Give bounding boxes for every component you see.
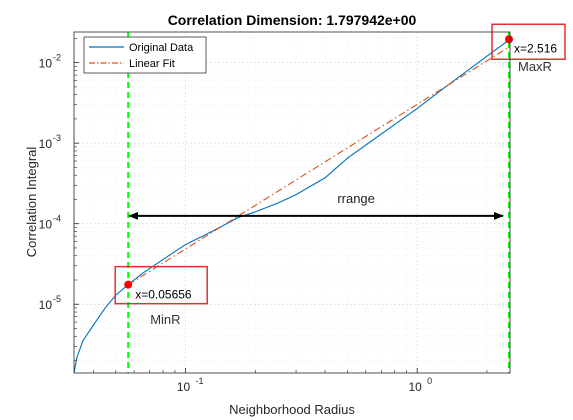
y-tick-label: 10	[39, 57, 53, 71]
plot-area	[74, 32, 510, 373]
x-tick-exponent: 0	[427, 376, 432, 386]
y-tick-exponent: -2	[53, 53, 61, 63]
maxr-annotation-text: x=2.516	[514, 41, 557, 55]
maxr-marker	[505, 35, 513, 44]
y-axis-label: Correlation Integral	[24, 147, 39, 258]
y-tick-label: 10	[39, 298, 53, 312]
x-tick-label: 10	[408, 380, 422, 394]
linear-fit-line	[127, 45, 510, 286]
axes-frame	[73, 31, 511, 374]
minr-marker	[124, 280, 133, 289]
legend-original-label: Original Data	[129, 42, 194, 54]
rrange-label: rrange	[337, 191, 375, 206]
minr-label: MinR	[150, 312, 180, 327]
legend: Original Data Linear Fit	[83, 36, 207, 74]
range-limit-lines	[127, 32, 510, 373]
chart-title: Correlation Dimension: 1.797942e+00	[168, 12, 417, 28]
y-tick-exponent: -4	[53, 214, 61, 224]
x-tick-label: 10	[177, 380, 191, 394]
endpoint-markers	[124, 35, 513, 289]
minr-annotation-box	[114, 265, 208, 305]
legend-box	[83, 36, 207, 74]
legend-fit-label: Linear Fit	[129, 58, 175, 70]
maxr-annotation-box	[491, 23, 566, 61]
y-tick-exponent: -3	[53, 133, 61, 143]
minr-annotation-text: x=0.05656	[135, 288, 192, 302]
y-tick-label: 10	[39, 218, 53, 232]
x-tick-exponent: -1	[196, 376, 204, 386]
y-tick-exponent: -5	[53, 294, 61, 304]
grid-lines	[74, 32, 510, 373]
axis-ticks: 10 -1 10 010 -510 -410 -310 -2	[39, 38, 488, 394]
x-axis-label: Neighborhood Radius	[229, 402, 355, 417]
y-tick-label: 10	[39, 137, 53, 151]
maxr-label: MaxR	[518, 59, 552, 74]
